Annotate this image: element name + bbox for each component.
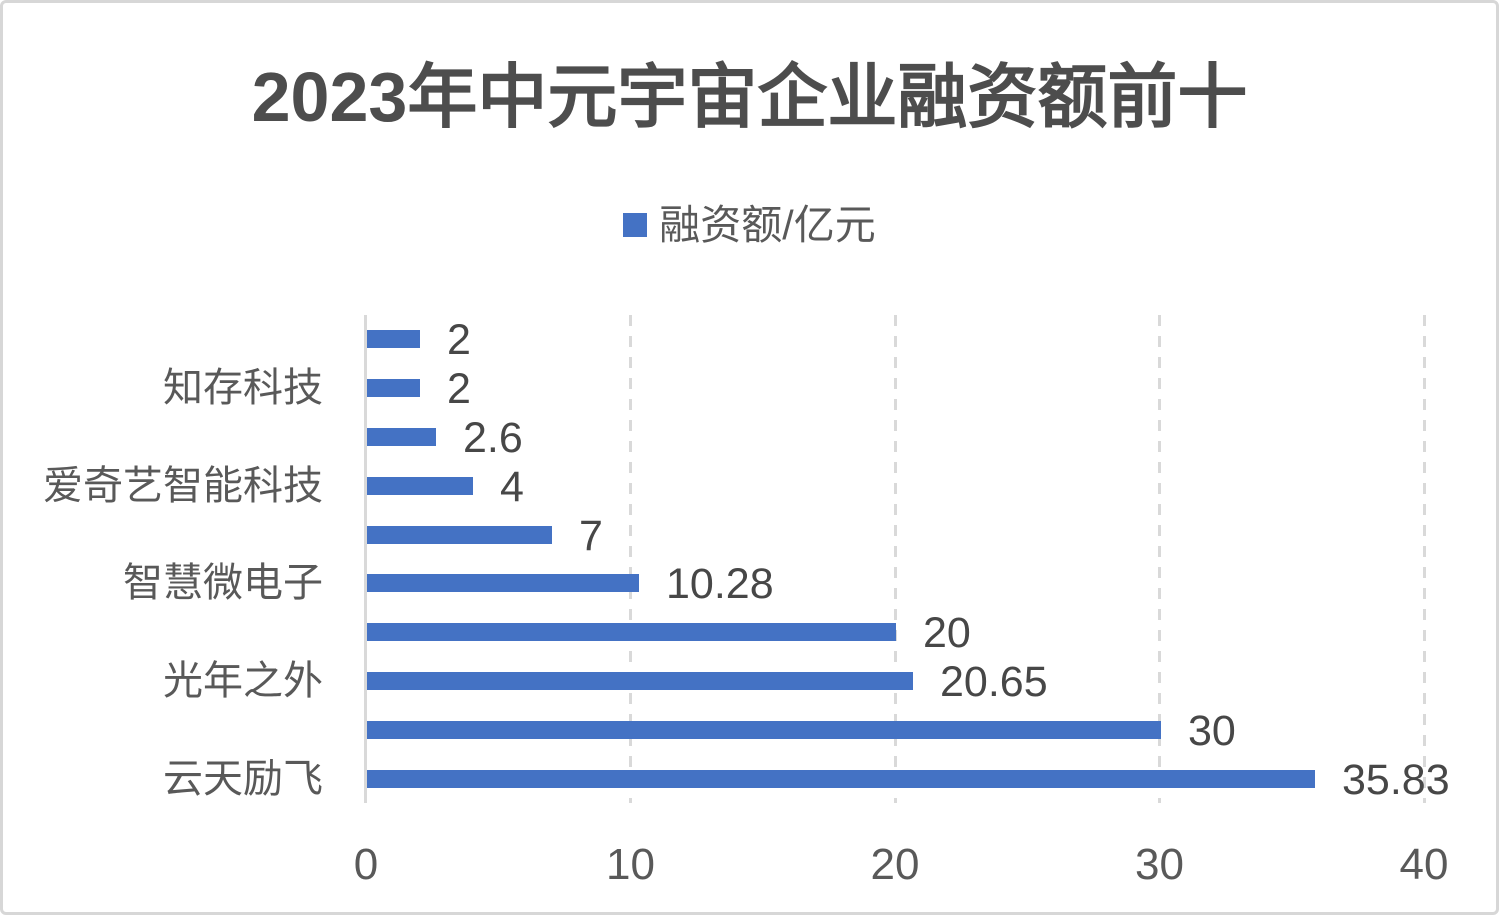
bar[interactable] — [367, 574, 639, 592]
data-label: 2 — [447, 365, 471, 413]
data-label: 20.65 — [940, 658, 1048, 706]
bar[interactable] — [367, 379, 420, 397]
bar[interactable] — [367, 526, 552, 544]
x-tick-label: 20 — [870, 840, 920, 889]
category-label: 知存科技 — [163, 366, 323, 410]
data-label: 20 — [923, 609, 971, 657]
data-label: 2 — [447, 316, 471, 364]
chart-title: 2023年中元宇宙企业融资额前十 — [251, 58, 1248, 136]
x-gridline-10 — [629, 315, 632, 803]
x-tick-label: 10 — [606, 840, 655, 889]
legend-swatch-icon — [623, 213, 648, 237]
data-label: 7 — [579, 512, 603, 560]
legend[interactable]: 融资额/亿元 — [3, 202, 1496, 248]
category-label: 光年之外 — [163, 659, 323, 703]
category-label: 爱奇艺智能科技 — [43, 464, 323, 508]
x-tick-label: 40 — [1399, 840, 1449, 889]
x-gridline-30 — [1158, 315, 1161, 803]
plot-area: 2 知存科技 2 2.6 爱奇艺智能科技 4 7 智慧微电子 10.28 20 光年之外 20.65 3… — [3, 315, 1496, 804]
bar[interactable] — [367, 672, 913, 690]
data-label: 10.28 — [666, 560, 774, 608]
x-gridline-20 — [893, 315, 897, 803]
bar[interactable] — [367, 477, 473, 495]
x-tick-label: 0 — [353, 840, 379, 889]
data-label: 4 — [500, 463, 524, 511]
bar[interactable] — [367, 330, 420, 348]
bar[interactable] — [367, 623, 896, 641]
bar[interactable] — [367, 770, 1315, 788]
x-gridline-40 — [1422, 315, 1426, 803]
data-label: 35.83 — [1342, 756, 1450, 804]
data-label: 2.6 — [463, 414, 523, 462]
y-axis-line — [364, 315, 367, 803]
x-tick-label: 30 — [1135, 840, 1184, 889]
bar[interactable] — [367, 428, 436, 446]
bar[interactable] — [367, 721, 1161, 739]
data-label: 30 — [1188, 707, 1236, 755]
category-label: 云天励飞 — [163, 757, 323, 801]
category-label: 智慧微电子 — [123, 561, 323, 605]
legend-label: 融资额/亿元 — [659, 202, 876, 248]
